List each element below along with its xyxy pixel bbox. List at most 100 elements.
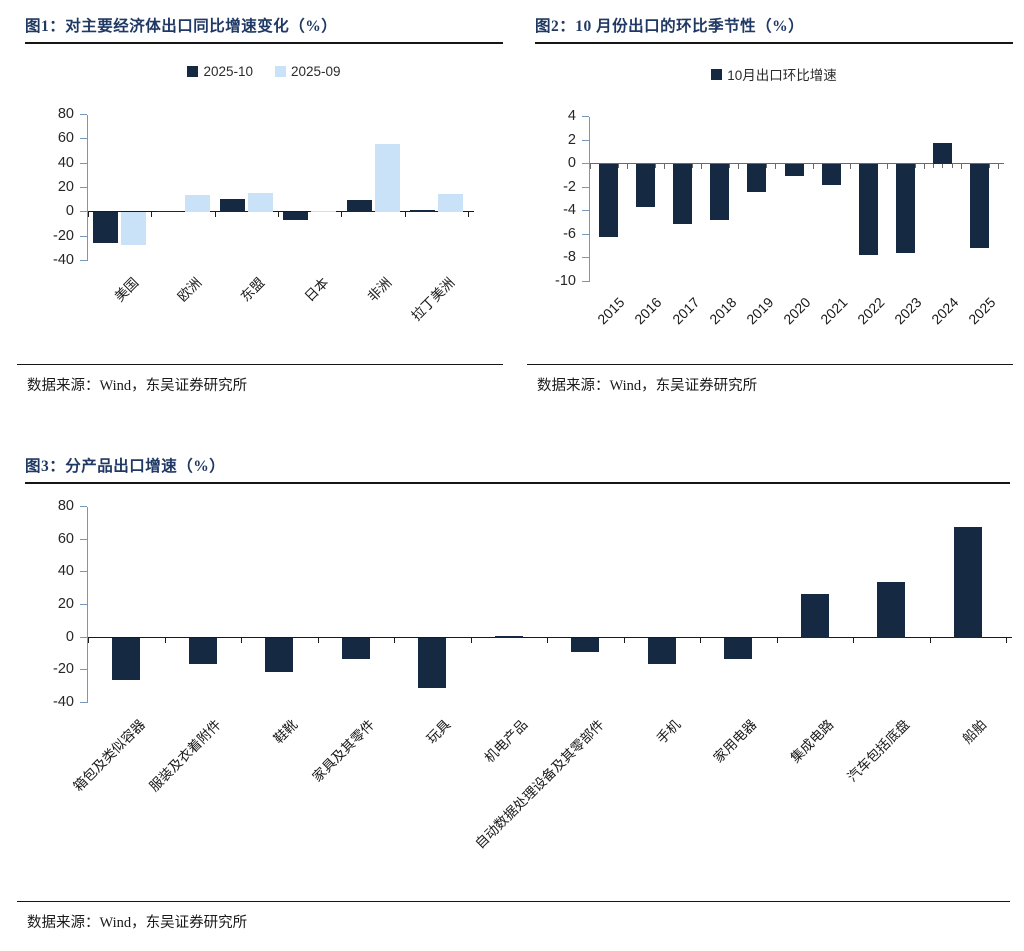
figure1-chart: 2025-10 2025-09 80 60 40 20 0 -20 -40 美国 欧洲 东盟 日本 非洲拉… <box>25 12 503 432</box>
y-axis-tick <box>80 235 87 237</box>
x-axis-zero-line <box>590 163 1004 165</box>
figure1-panel: 图1：对主要经济体出口同比增速变化（%） 2025-10 2025-09 80 60 4… <box>17 12 503 432</box>
legend-label: 2025-10 <box>203 64 253 79</box>
x-axis-minor-tick <box>951 164 953 168</box>
x-axis-tick <box>341 212 343 218</box>
bar-2024 <box>932 142 952 165</box>
x-axis-label: 箱包及类似容器 <box>70 716 148 795</box>
x-axis-minor-tick <box>988 164 990 168</box>
y-axis-label: 80 <box>57 106 74 122</box>
y-axis-tick <box>582 163 589 165</box>
x-axis-minor-tick <box>803 164 805 168</box>
figure2-chart: 10月出口环比增速 4 2 0 -2 -4 -6 -8 -10 2015 2016 2017 2018 2… <box>535 12 1013 432</box>
x-axis-tick <box>812 164 814 170</box>
x-axis-label: 家具及其零件 <box>309 716 378 785</box>
x-axis-tick <box>214 212 216 218</box>
x-axis-minor-tick <box>942 164 944 168</box>
x-axis-label: 玩具 <box>423 716 454 747</box>
y-axis-tick <box>80 187 87 188</box>
y-axis-tick <box>582 186 589 188</box>
x-axis-zero-line <box>88 636 1012 638</box>
x-axis-tick <box>404 212 406 218</box>
bar-美国 <box>121 212 147 246</box>
bar-2021 <box>821 164 841 186</box>
x-axis-label: 自动数据处理设备及其零部件 <box>471 716 607 852</box>
x-axis-label: 2024 <box>928 294 962 328</box>
legend-label: 10月出口环比增速 <box>727 68 837 83</box>
y-axis-label: 0 <box>65 203 74 220</box>
y-axis-label: 0 <box>567 155 576 172</box>
x-axis-label: 东盟 <box>238 274 268 305</box>
y-axis-tick <box>80 114 87 115</box>
y-axis-tick <box>80 138 87 140</box>
x-axis-tick <box>278 212 279 218</box>
x-axis-tick <box>776 637 778 643</box>
y-axis-tick <box>80 260 87 261</box>
y-axis-label: 40 <box>57 563 74 580</box>
x-axis-tick <box>241 637 242 643</box>
x-axis-tick <box>998 164 999 170</box>
bar-船舶 <box>953 526 982 638</box>
x-axis-zero-line <box>88 211 474 213</box>
x-axis-tick <box>627 164 629 170</box>
bar-东盟 <box>247 193 273 213</box>
bar-2016 <box>636 164 656 207</box>
x-axis-label: 2019 <box>742 294 777 328</box>
x-axis-tick <box>849 164 851 170</box>
y-axis-label: -4 <box>563 202 576 219</box>
x-axis-tick <box>88 637 89 643</box>
y-axis-line <box>589 117 590 282</box>
figure2-panel: 图2：10 月份出口的环比季节性（%） 10月出口环比增速 4 2 0 -2 -4 -6 -8… <box>527 12 1013 432</box>
x-axis-label: 集成电路 <box>787 716 837 766</box>
x-axis-label: 2025 <box>965 294 999 328</box>
bar-家具及其零件 <box>341 637 370 659</box>
legend-item: 2025-09 <box>275 64 341 79</box>
x-axis-label: 2022 <box>854 294 888 328</box>
bar-东盟 <box>219 198 245 213</box>
x-axis-tick <box>886 164 888 170</box>
x-axis-label: 非洲 <box>364 274 395 305</box>
figure1-source-divider <box>17 364 503 365</box>
bar-美国 <box>93 212 119 243</box>
x-axis-label: 2015 <box>594 294 628 328</box>
bar-鞋靴 <box>265 637 294 672</box>
legend-item: 2025-10 <box>187 64 253 79</box>
x-axis-label: 服装及衣着附件 <box>146 716 225 795</box>
figure1-title: 图1：对主要经济体出口同比增速变化（%） <box>25 18 338 35</box>
bar-2018 <box>710 164 730 220</box>
x-axis-tick <box>853 637 854 643</box>
bar-欧洲 <box>156 211 182 213</box>
y-axis-label: 0 <box>65 628 74 645</box>
x-axis-tick <box>701 164 703 170</box>
x-axis-tick <box>960 164 962 170</box>
x-axis-label: 机电产品 <box>481 716 531 766</box>
bar-汽车包括底盘 <box>877 582 906 638</box>
x-axis-tick <box>923 164 925 170</box>
x-axis-tick <box>470 637 472 643</box>
bar-欧洲 <box>184 195 210 213</box>
y-axis-label: 60 <box>57 530 74 547</box>
y-axis-label: -10 <box>555 273 576 289</box>
y-axis-tick <box>80 669 87 671</box>
bar-非洲 <box>374 144 400 213</box>
y-axis-line <box>87 507 88 703</box>
bar-自动数据处理设备及其零部件 <box>571 637 600 653</box>
y-axis-tick <box>80 702 87 703</box>
figure2-title: 图2：10 月份出口的环比季节性（%） <box>535 18 805 35</box>
x-axis-tick <box>164 637 166 643</box>
bar-非洲 <box>346 200 372 213</box>
x-axis-label: 2018 <box>705 294 740 328</box>
x-axis-tick <box>1006 637 1007 643</box>
x-axis-minor-tick <box>766 164 768 168</box>
x-axis-tick <box>738 164 740 170</box>
legend-swatch <box>711 68 723 80</box>
bar-机电产品 <box>494 636 523 638</box>
y-axis-tick <box>80 538 87 540</box>
x-axis-tick <box>590 164 591 170</box>
y-axis-label: -40 <box>53 252 74 268</box>
y-axis-label: 80 <box>57 498 74 514</box>
x-axis-label: 2023 <box>891 294 925 328</box>
figure3-chart: 80 60 40 20 0 -20 -40 箱包及类似容器 服装及衣着附件 鞋靴 家具及其零件 玩具机… <box>25 452 1012 947</box>
x-axis-label: 2017 <box>668 294 703 328</box>
